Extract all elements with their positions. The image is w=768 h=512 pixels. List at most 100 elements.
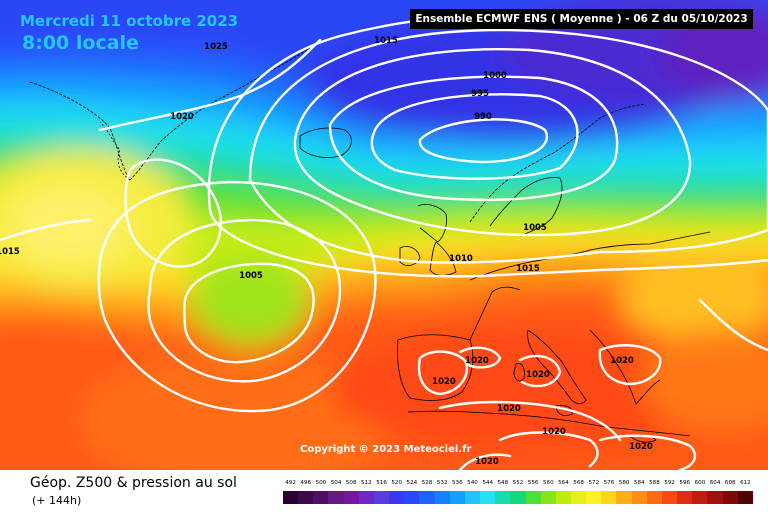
sardinia-coast [513,363,525,382]
color-scale-cell [525,491,541,504]
color-scale-label: 492 [285,480,296,486]
iberia-coast [397,334,474,401]
isobar-label: 1020 [432,377,456,387]
color-scale-label: 536 [452,480,463,486]
color-scale-label: 532 [436,480,448,486]
color-scale-cell [692,491,708,504]
color-scale-label: 500 [315,480,327,486]
isobar-label: 1020 [542,427,566,437]
isobar-995 [370,93,579,180]
color-scale-cell [283,491,299,504]
color-scale-label: 584 [633,480,645,486]
isobar-1010-low [147,218,342,383]
forecast-lead-time: (+ 144h) [32,494,82,507]
color-scale-cell [646,491,662,504]
isobar-1020-west [98,38,322,132]
color-scale-cell [449,491,465,504]
scotland-coast [417,204,447,243]
color-scale-label: 568 [573,480,584,486]
isobar-1020-east [598,344,662,386]
color-scale-cell [661,491,678,504]
color-scale-label: 596 [679,480,691,486]
isobar-label: 1005 [523,223,547,233]
color-scale-label: 556 [527,480,539,486]
color-scale-cell [540,491,556,504]
color-scale-label: 508 [345,480,357,486]
color-scale-label: 608 [724,480,736,486]
color-scale-label: 588 [649,480,660,486]
isobar-1020-southeast [598,434,697,470]
color-scale-cell [298,491,314,504]
geopotential-field [0,0,768,470]
isobar-label: 1020 [475,457,499,467]
isobar-label: 1020 [497,404,521,414]
isobar-1020-loop [124,158,223,268]
isobar-990 [418,118,549,164]
color-scale-cell [586,491,602,504]
color-scale-cell [722,491,738,504]
isobar-1000 [328,75,619,202]
color-scale-label: 544 [482,480,494,486]
iceland-coast [299,127,352,158]
color-scale-bar [283,491,753,504]
color-scale-cell [343,491,359,504]
color-scale-cell [480,491,496,504]
color-scale-cell [373,491,390,504]
color-scale-label: 512 [361,480,372,486]
color-scale-cell [555,491,571,504]
color-scale-label: 520 [391,480,403,486]
color-scale-cell [404,491,420,504]
map-variable-title: Géop. Z500 & pression au sol [30,475,237,491]
sicily-coast [555,405,573,416]
color-scale-cell [328,491,344,504]
color-scale-label: 564 [558,480,569,486]
isobar-label: 1020 [610,356,634,366]
model-run-banner: Ensemble ECMWF ENS ( Moyenne ) - 06 Z du… [410,9,753,29]
north-africa-coast [407,410,691,437]
isobar-1015-low [97,180,377,413]
isobar-1020-med-b [518,354,562,388]
color-scale-cell [389,491,405,504]
color-scale-label: 580 [618,480,630,486]
isobar-1015-south [458,453,512,470]
color-scale-cell [464,491,481,504]
color-scale-cell [631,491,647,504]
map-canvas: 1025 1015 1020 1000 995 990 1005 1010 10… [0,0,768,470]
color-scale-label: 496 [300,480,312,486]
color-scale-label: 516 [376,480,387,486]
isobar-label: 1000 [483,71,507,81]
color-scale-label: 548 [497,480,509,486]
isobar-1010 [248,28,768,264]
isobar-1015-west-edge [0,218,92,242]
color-scale-label: 576 [603,480,615,486]
color-scale-label: 524 [406,480,418,486]
color-scale-label: 592 [664,480,675,486]
isobar-1020-south [438,400,622,468]
color-scale-label: 528 [421,480,433,486]
color-scale-cell [434,491,450,504]
color-scale-cell [510,491,526,504]
isobar-1005-north [293,48,692,237]
color-scale-cell [707,491,723,504]
isobar-label: 1020 [170,112,194,122]
color-scale-cell [616,491,632,504]
ireland-coast [399,246,421,266]
isobar-label: 990 [474,112,492,122]
forecast-date: Mercredi 11 octobre 2023 [20,12,239,30]
color-scale-cell [419,491,435,504]
isobar-label: 995 [471,89,489,99]
scandinavia-coast [469,103,646,223]
color-scale-label: 540 [467,480,478,486]
color-scale-cell [570,491,587,504]
isobar-labels: 1025 1015 1020 1000 995 990 1005 1010 10… [0,36,653,467]
copyright-notice: Copyright © 2023 Meteociel.fr [300,444,472,455]
isobar-1020-med-a [458,346,502,369]
italy-coast [527,329,587,404]
isobar-label: 1020 [629,442,653,452]
color-scale-cell [737,491,753,504]
france-coast [469,286,521,341]
isobar-label: 1020 [526,370,550,380]
isobar-label: 1010 [449,254,473,264]
color-scale-label: 552 [512,480,524,486]
